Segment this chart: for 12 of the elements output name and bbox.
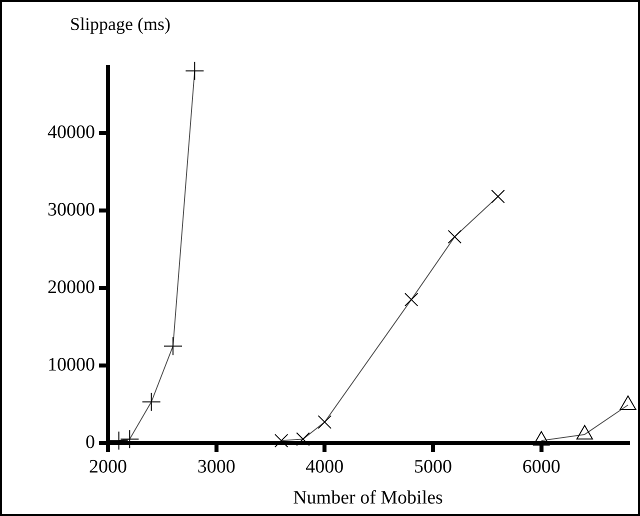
x-tick-label: 4000 <box>306 456 344 478</box>
x-tick-label: 2000 <box>89 456 127 478</box>
x-tick-label: 3000 <box>197 456 236 478</box>
y-tick-label: 20000 <box>48 276 95 298</box>
y-tick-label: 10000 <box>48 354 95 376</box>
x-axis-title: Number of Mobiles <box>293 488 443 509</box>
y-tick-label: 0 <box>86 432 95 453</box>
x-tick-label: 5000 <box>414 456 452 478</box>
y-tick-label: 40000 <box>48 122 95 143</box>
x-tick-label: 6000 <box>522 456 560 478</box>
y-tick-label: 30000 <box>48 199 95 220</box>
y-axis-title: Slippage (ms) <box>70 14 170 35</box>
